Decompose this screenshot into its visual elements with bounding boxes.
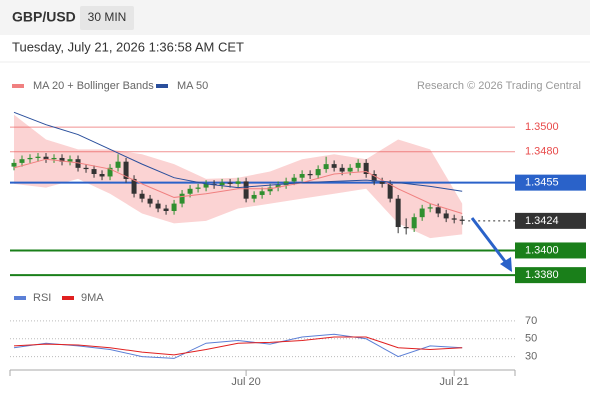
candle-body <box>347 167 353 172</box>
bollinger-band <box>14 114 463 239</box>
candle-body <box>259 191 265 195</box>
level-box <box>515 242 586 259</box>
candle-body <box>155 203 161 209</box>
y-tick-label: 30 <box>525 351 537 363</box>
level-label: 1.3424 <box>525 215 559 227</box>
candle-body <box>419 208 425 218</box>
candle-body <box>283 181 289 186</box>
candle-body <box>35 156 41 158</box>
candle-body <box>163 208 169 211</box>
candle-body <box>339 167 345 172</box>
candle-body <box>443 213 449 219</box>
candle-body <box>315 169 321 176</box>
candle-body <box>451 218 457 220</box>
candle-body <box>131 178 137 194</box>
candle-body <box>219 182 225 186</box>
x-tick-label: Jul 20 <box>231 376 260 388</box>
candle-body <box>379 181 385 184</box>
candle-body <box>363 162 369 174</box>
candle-body <box>323 164 329 170</box>
indicator-line <box>13 333 463 359</box>
candle-body <box>251 194 257 199</box>
indicator-line <box>13 336 463 356</box>
candle-body <box>227 182 233 184</box>
level-box <box>515 212 586 229</box>
candle-body <box>291 177 297 182</box>
legend-swatch <box>156 84 168 88</box>
y-tick-label: 50 <box>525 333 537 345</box>
candle-body <box>67 159 73 162</box>
candle-body <box>403 227 409 229</box>
legend-label: MA 20 + Bollinger Bands <box>33 80 154 92</box>
legend-swatch <box>62 296 74 300</box>
x-tick-label: Jul 21 <box>439 376 468 388</box>
candle-body <box>195 187 201 189</box>
forecast-arrow <box>470 217 509 265</box>
candle-body <box>27 157 33 160</box>
interval-label[interactable]: 30 MIN <box>88 10 127 24</box>
candle-body <box>275 185 281 188</box>
candle-body <box>115 161 121 168</box>
candle-body <box>107 167 113 177</box>
level-label: 1.3380 <box>525 269 559 281</box>
candle-body <box>243 181 249 199</box>
candle-body <box>43 156 49 160</box>
level-box <box>515 174 586 191</box>
candle-body <box>147 198 153 204</box>
candle-body <box>91 169 97 174</box>
candle-body <box>307 174 313 176</box>
candle-body <box>299 174 305 178</box>
candle-body <box>83 167 89 170</box>
candle-body <box>387 183 393 199</box>
candle-body <box>171 203 177 211</box>
candle-body <box>139 193 145 199</box>
candle-body <box>11 162 17 167</box>
candle-body <box>179 193 185 204</box>
candle-body <box>395 198 401 228</box>
level-label: 1.3500 <box>525 121 559 133</box>
candle-body <box>99 174 105 177</box>
level-label: 1.3480 <box>525 146 559 158</box>
candle-body <box>19 159 25 163</box>
legend-label: MA 50 <box>177 80 208 92</box>
legend-swatch <box>14 296 26 300</box>
candle-body <box>427 207 433 209</box>
candle-body <box>75 159 81 168</box>
candle-body <box>459 219 465 221</box>
ma-line <box>13 111 463 192</box>
candle-body <box>235 181 241 184</box>
legend-label: RSI <box>33 292 51 304</box>
forecast-arrow-head <box>500 257 512 272</box>
y-tick-label: 70 <box>525 315 537 327</box>
candle-body <box>435 207 441 214</box>
level-label: 1.3455 <box>525 177 559 189</box>
candle-body <box>203 183 209 188</box>
credit: Research © 2026 Trading Central <box>417 80 581 92</box>
symbol: GBP/USD <box>12 9 76 25</box>
level-label: 1.3400 <box>525 244 559 256</box>
candle-body <box>331 164 337 168</box>
candle-body <box>355 162 361 168</box>
legend-label: 9MA <box>81 292 104 304</box>
level-box <box>515 267 586 284</box>
candle-body <box>123 161 129 179</box>
candle-body <box>267 187 273 192</box>
candle-body <box>51 157 57 160</box>
interval-button[interactable] <box>80 6 134 30</box>
legend-swatch <box>12 84 24 88</box>
candle-body <box>59 157 65 162</box>
timestamp: Tuesday, July 21, 2026 1:36:58 AM CET <box>12 39 244 54</box>
ma-line <box>13 158 463 214</box>
candle-body <box>187 188 193 194</box>
candle-body <box>371 174 377 182</box>
candle-body <box>411 217 417 229</box>
